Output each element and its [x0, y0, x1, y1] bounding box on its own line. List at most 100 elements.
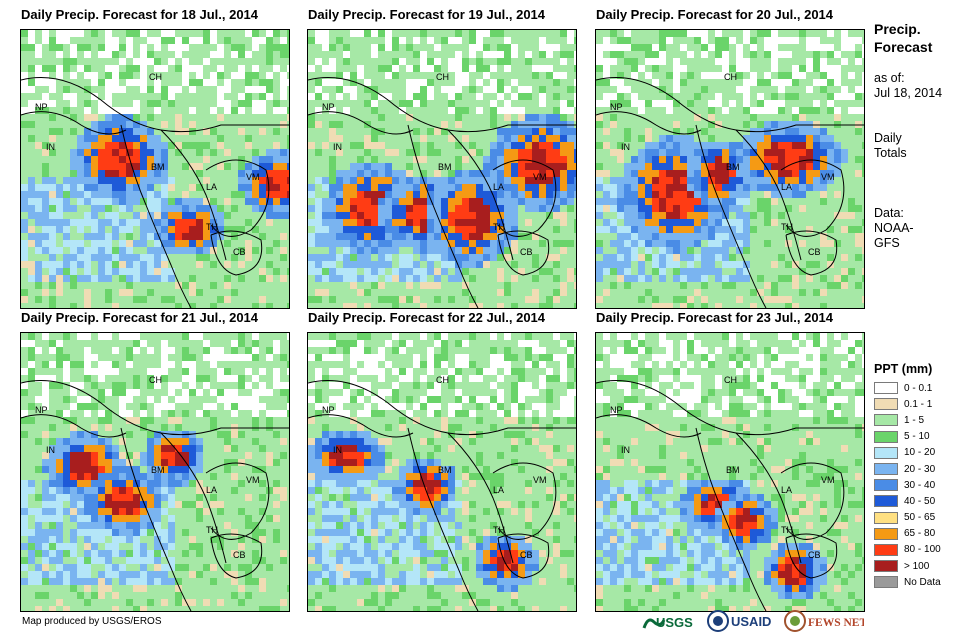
legend-item: 50 - 65 [874, 510, 964, 526]
country-label-cb: CB [808, 247, 821, 257]
legend-label: 80 - 100 [904, 544, 941, 556]
totals-line1: Daily [874, 131, 902, 145]
panel-title: Daily Precip. Forecast for 23 Jul., 2014 [596, 310, 834, 325]
legend-item: 10 - 20 [874, 445, 964, 461]
country-label-np: NP [610, 102, 623, 112]
usgs-logo-mark: USGS [642, 615, 693, 630]
legend-label: > 100 [904, 560, 930, 572]
map-canvas: CH NP IN BM LA VM TH CB [596, 333, 864, 611]
country-label-cb: CB [233, 550, 246, 560]
source-line2: GFS [874, 236, 900, 250]
legend-item: 0.1 - 1 [874, 396, 964, 412]
country-label-in: IN [333, 445, 342, 455]
logos: USGS USAID FEWS NET [642, 606, 864, 636]
map-info: Precip. Forecast as of: Jul 18, 2014 Dai… [874, 20, 964, 251]
country-label-np: NP [35, 405, 48, 415]
legend-label: 10 - 20 [904, 447, 936, 459]
country-label-th: TH [206, 222, 218, 232]
legend-item: 20 - 30 [874, 461, 964, 477]
panel-title: Daily Precip. Forecast for 22 Jul., 2014 [308, 310, 546, 325]
country-label-la: LA [206, 182, 217, 192]
country-label-np: NP [322, 405, 335, 415]
legend-item: 30 - 40 [874, 477, 964, 493]
legend-item: 1 - 5 [874, 412, 964, 428]
legend-item: > 100 [874, 558, 964, 574]
country-label-bm: BM [438, 465, 452, 475]
usaid-logo-mark: USAID [707, 610, 771, 632]
legend-swatch [874, 511, 898, 524]
legend-label: No Data [904, 576, 941, 588]
country-label-np: NP [322, 102, 335, 112]
country-label-la: LA [781, 182, 792, 192]
country-label-th: TH [493, 525, 505, 535]
legend-swatch [874, 560, 898, 573]
info-title-line1: Precip. [874, 21, 921, 37]
country-label-vm: VM [533, 475, 547, 485]
legend-item: 40 - 50 [874, 493, 964, 509]
country-label-th: TH [781, 525, 793, 535]
country-label-ch: CH [724, 375, 737, 385]
legend-label: 5 - 10 [904, 431, 930, 443]
country-label-in: IN [621, 142, 630, 152]
credit-text: Map produced by USGS/EROS [22, 616, 162, 627]
usaid-logo: USAID [707, 608, 779, 634]
legend-swatch [874, 398, 898, 411]
legend-swatch [874, 446, 898, 459]
legend-label: 1 - 5 [904, 414, 925, 426]
info-title-line2: Forecast [874, 39, 933, 55]
country-label-bm: BM [726, 465, 740, 475]
legend-swatch [874, 543, 898, 556]
fewsnet-logo: FEWS NET [784, 608, 864, 634]
country-label-in: IN [621, 445, 630, 455]
precip-map: CH NP IN BM LA VM TH CB [307, 29, 577, 309]
precip-map: CH NP IN BM LA VM TH CB [20, 332, 290, 612]
legend-item: No Data [874, 574, 964, 590]
legend-swatch [874, 495, 898, 508]
country-label-ch: CH [149, 72, 162, 82]
country-label-th: TH [493, 222, 505, 232]
legend-item: 0 - 0.1 [874, 380, 964, 396]
legend-swatch [874, 414, 898, 427]
panel-title: Daily Precip. Forecast for 20 Jul., 2014 [596, 7, 834, 22]
country-label-vm: VM [821, 172, 835, 182]
legend-label: 65 - 80 [904, 528, 936, 540]
legend-label: 30 - 40 [904, 479, 936, 491]
source-line1: NOAA- [874, 221, 914, 235]
country-label-ch: CH [436, 375, 449, 385]
country-label-ch: CH [149, 375, 162, 385]
country-label-cb: CB [808, 550, 821, 560]
country-label-la: LA [493, 182, 504, 192]
legend-title: PPT (mm) [874, 362, 933, 376]
totals-line2: Totals [874, 146, 907, 160]
legend-item: 5 - 10 [874, 429, 964, 445]
panel-title: Daily Precip. Forecast for 21 Jul., 2014 [21, 310, 259, 325]
legend-swatch [874, 527, 898, 540]
usgs-logo: USGS [642, 608, 702, 634]
country-label-cb: CB [233, 247, 246, 257]
country-label-bm: BM [151, 162, 165, 172]
legend-label: 0.1 - 1 [904, 398, 933, 410]
legend-label: 40 - 50 [904, 495, 936, 507]
legend-swatch [874, 576, 898, 589]
country-label-cb: CB [520, 550, 533, 560]
legend-label: 20 - 30 [904, 463, 936, 475]
country-label-bm: BM [151, 465, 165, 475]
country-label-vm: VM [246, 172, 260, 182]
precip-map: CH NP IN BM LA VM TH CB [595, 332, 865, 612]
country-label-bm: BM [726, 162, 740, 172]
country-label-in: IN [46, 142, 55, 152]
legend: PPT (mm) 0 - 0.1 0.1 - 1 1 - 5 5 - 10 10 - 2… [874, 362, 964, 590]
country-label-vm: VM [246, 475, 260, 485]
panel-title: Daily Precip. Forecast for 19 Jul., 2014 [308, 7, 546, 22]
precip-map: CH NP IN BM LA VM TH CB [20, 29, 290, 309]
legend-swatch [874, 430, 898, 443]
map-canvas: CH NP IN BM LA VM TH CB [21, 333, 289, 611]
legend-label: 50 - 65 [904, 512, 936, 524]
asof-label: as of: [874, 71, 905, 85]
legend-swatch [874, 382, 898, 395]
data-label: Data: [874, 206, 904, 220]
country-label-ch: CH [436, 72, 449, 82]
country-label-in: IN [46, 445, 55, 455]
map-canvas: CH NP IN BM LA VM TH CB [308, 333, 576, 611]
legend-swatch [874, 479, 898, 492]
